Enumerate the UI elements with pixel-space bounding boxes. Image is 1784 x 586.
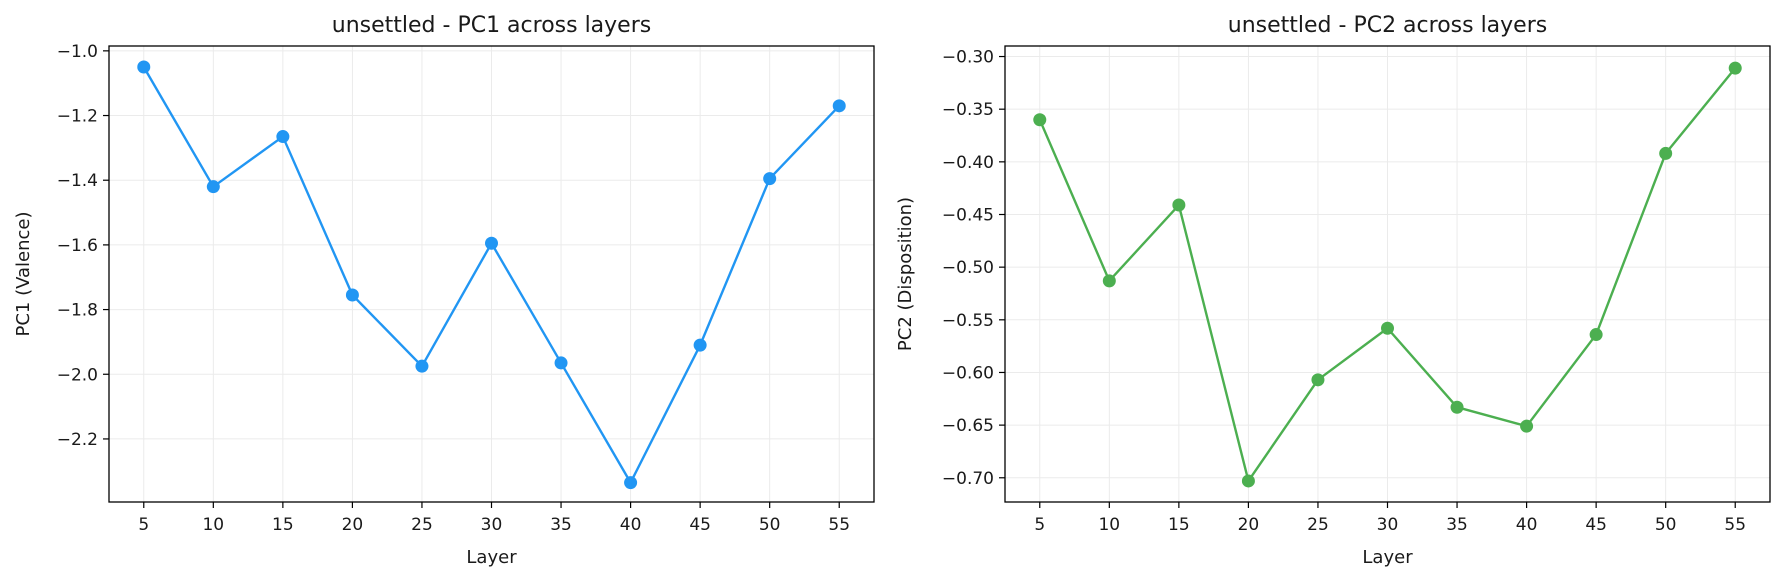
- pc2-x-tick-label: 10: [1098, 515, 1120, 535]
- pc2-y-tick-label: −0.30: [942, 48, 994, 68]
- pc2-data-point-layer-15: [1172, 198, 1186, 212]
- pc1-data-point-layer-50: [763, 172, 777, 186]
- pc1-x-tick-label: 35: [550, 515, 572, 535]
- pc2-x-tick-label: 30: [1377, 515, 1399, 535]
- pc2-x-tick-label: 50: [1655, 515, 1677, 535]
- pc1-x-tick-label: 45: [689, 515, 711, 535]
- pc2-y-tick-label: −0.65: [942, 416, 994, 436]
- pc2-data-point-layer-50: [1659, 146, 1673, 160]
- pc1-x-tick-label: 15: [272, 515, 294, 535]
- pc1-y-tick-label: −1.4: [57, 171, 98, 191]
- pc1-chart-panel: 5 10 15 20 25 30 35 40 45 50 55 −2.2 −2.0 −1.8 −1.6 −1.…: [13, 13, 875, 568]
- pc2-data-point-layer-40: [1520, 419, 1534, 433]
- pc2-y-tick-label: −0.35: [942, 100, 994, 120]
- pc2-y-tick-label: −0.50: [942, 258, 994, 278]
- pc1-x-tick-label: 10: [202, 515, 224, 535]
- pc1-y-tick-label: −1.2: [57, 107, 98, 127]
- pc2-data-point-layer-35: [1450, 400, 1464, 414]
- pc1-x-tick-label: 20: [342, 515, 364, 535]
- pc2-data-point-layer-10: [1102, 274, 1116, 288]
- pc1-data-point-layer-40: [624, 476, 638, 490]
- pc2-x-tick-label: 55: [1724, 515, 1746, 535]
- pc2-x-tick-label: 45: [1585, 515, 1607, 535]
- pc1-x-tick-label: 5: [138, 515, 149, 535]
- pc2-data-point-layer-5: [1033, 113, 1047, 127]
- pc1-x-tick-label: 40: [620, 515, 642, 535]
- pc2-chart-title: unsettled - PC2 across layers: [1228, 13, 1547, 38]
- pc2-y-tick-label: −0.55: [942, 311, 994, 331]
- pc2-y-tick-label: −0.45: [942, 205, 994, 225]
- pc2-data-point-layer-25: [1311, 373, 1325, 387]
- pc2-x-axis-label: Layer: [1362, 547, 1413, 568]
- pc2-data-point-layer-20: [1241, 474, 1255, 488]
- pc2-x-tick-label: 15: [1168, 515, 1190, 535]
- pc2-data-point-layer-55: [1728, 61, 1742, 75]
- pc1-y-tick-label: −1.0: [57, 42, 98, 62]
- pc2-y-axis-label: PC2 (Disposition): [895, 197, 916, 351]
- pc1-data-point-layer-10: [206, 180, 220, 194]
- pc2-y-tick-label: −0.40: [942, 153, 994, 173]
- pc1-y-tick-label: −1.8: [57, 301, 98, 321]
- pc2-data-point-layer-30: [1381, 321, 1394, 335]
- pc1-data-point-layer-45: [693, 338, 707, 352]
- pc2-x-tick-label: 35: [1446, 515, 1468, 535]
- pc1-data-point-layer-5: [137, 60, 151, 74]
- pc1-x-tick-label: 55: [828, 515, 850, 535]
- pc1-y-tick-label: −2.0: [57, 365, 98, 385]
- pc1-data-point-layer-35: [554, 356, 568, 370]
- pc2-y-tick-label: −0.60: [942, 363, 994, 383]
- pc2-x-tick-label: 25: [1307, 515, 1329, 535]
- pc2-x-tick-label: 20: [1238, 515, 1260, 535]
- pc1-data-point-layer-15: [276, 130, 290, 144]
- pc2-y-tick-label: −0.70: [942, 469, 994, 489]
- pc1-x-tick-label: 50: [759, 515, 781, 535]
- pc2-data-point-layer-45: [1589, 328, 1603, 342]
- pc2-x-tick-label: 40: [1516, 515, 1538, 535]
- pc1-x-tick-label: 25: [411, 515, 433, 535]
- pc1-y-axis-label: PC1 (Valence): [13, 211, 34, 336]
- pc1-data-point-layer-20: [345, 288, 359, 302]
- pc1-data-point-layer-30: [485, 236, 498, 250]
- pc1-chart-title: unsettled - PC1 across layers: [332, 13, 651, 38]
- pc1-x-axis-label: Layer: [466, 547, 517, 568]
- pc1-data-point-layer-55: [832, 99, 846, 113]
- pc1-data-point-layer-25: [415, 359, 429, 373]
- pc2-x-tick-label: 5: [1034, 515, 1045, 535]
- pc1-y-tick-label: −1.6: [57, 236, 98, 256]
- pc1-y-tick-label: −2.2: [57, 430, 98, 450]
- pc1-x-tick-label: 30: [481, 515, 503, 535]
- pc2-chart-panel: 5 10 15 20 25 30 35 40 45 50 55 −0.70 −0.65 −0.60 −0.5…: [895, 13, 1771, 568]
